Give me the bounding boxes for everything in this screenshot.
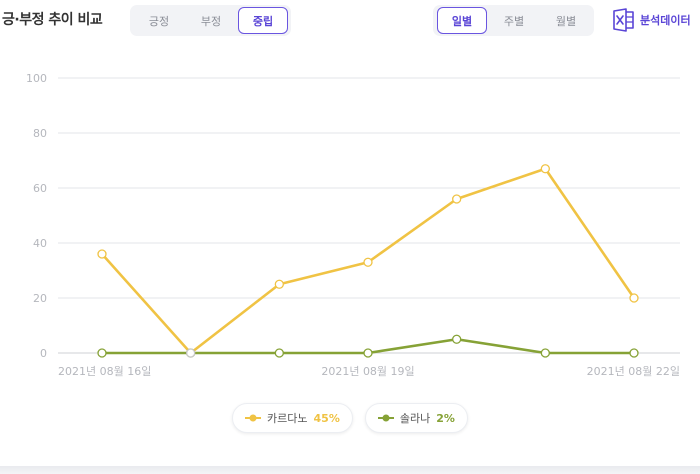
data-point: [363, 348, 373, 358]
export-label: 분석데이터: [640, 14, 691, 27]
panel-bottom-edge: [0, 466, 700, 474]
legend-item-cardano[interactable]: 카르다노 45%: [232, 403, 353, 433]
data-point: [629, 293, 639, 303]
legend-label: 솔라나: [399, 412, 431, 425]
tab-negative[interactable]: 부정: [200, 14, 222, 28]
data-point: [274, 279, 284, 289]
tab-daily[interactable]: 일별: [437, 7, 487, 34]
tab-weekly[interactable]: 주별: [503, 14, 525, 28]
data-point: [97, 348, 107, 358]
y-tick-label: 40: [33, 237, 47, 250]
tab-positive[interactable]: 긍정: [148, 14, 170, 28]
y-tick-label: 60: [33, 182, 47, 195]
data-point: [540, 164, 550, 174]
tab-neutral[interactable]: 중립: [238, 7, 288, 34]
legend-label: 카르다노: [267, 412, 308, 425]
data-point: [274, 348, 284, 358]
excel-icon: [613, 8, 635, 32]
export-data-button[interactable]: 분석데이터: [613, 8, 691, 32]
legend-item-solana[interactable]: 솔라나 2%: [364, 403, 468, 433]
legend-marker-cardano: [245, 414, 262, 422]
chart-title: 긍·부정 추이 비교: [2, 12, 103, 28]
data-point: [540, 348, 550, 358]
legend-percent: 45%: [313, 411, 340, 425]
sentiment-tabs: 긍정 부정 중립: [130, 5, 291, 36]
series-points: [97, 164, 639, 358]
tab-monthly[interactable]: 월별: [555, 14, 577, 28]
y-tick-label: 100: [26, 72, 47, 85]
y-tick-label: 0: [40, 347, 47, 360]
legend-percent: 2%: [436, 411, 455, 425]
y-tick-label: 20: [33, 292, 47, 305]
data-point: [97, 249, 107, 259]
data-point: [363, 257, 373, 267]
data-point: [452, 194, 462, 204]
chart-legend: 카르다노 45% 솔라나 2%: [0, 403, 700, 435]
x-tick-label: 2021년 08월 16일: [58, 364, 151, 378]
data-point: [629, 348, 639, 358]
period-tabs: 일별 주별 월별: [433, 5, 594, 36]
x-tick-label: 2021년 08월 19일: [321, 364, 414, 378]
chart-grid: [58, 77, 680, 354]
legend-marker-solana: [377, 414, 394, 422]
y-axis-ticks: 0 20 40 60 80 100: [26, 72, 47, 360]
data-point: [452, 334, 462, 344]
data-point: [186, 348, 196, 358]
y-tick-label: 80: [33, 127, 47, 140]
x-axis-ticks: 2021년 08월 16일 2021년 08월 19일 2021년 08월 22일: [58, 364, 680, 378]
x-tick-label: 2021년 08월 22일: [587, 364, 680, 378]
